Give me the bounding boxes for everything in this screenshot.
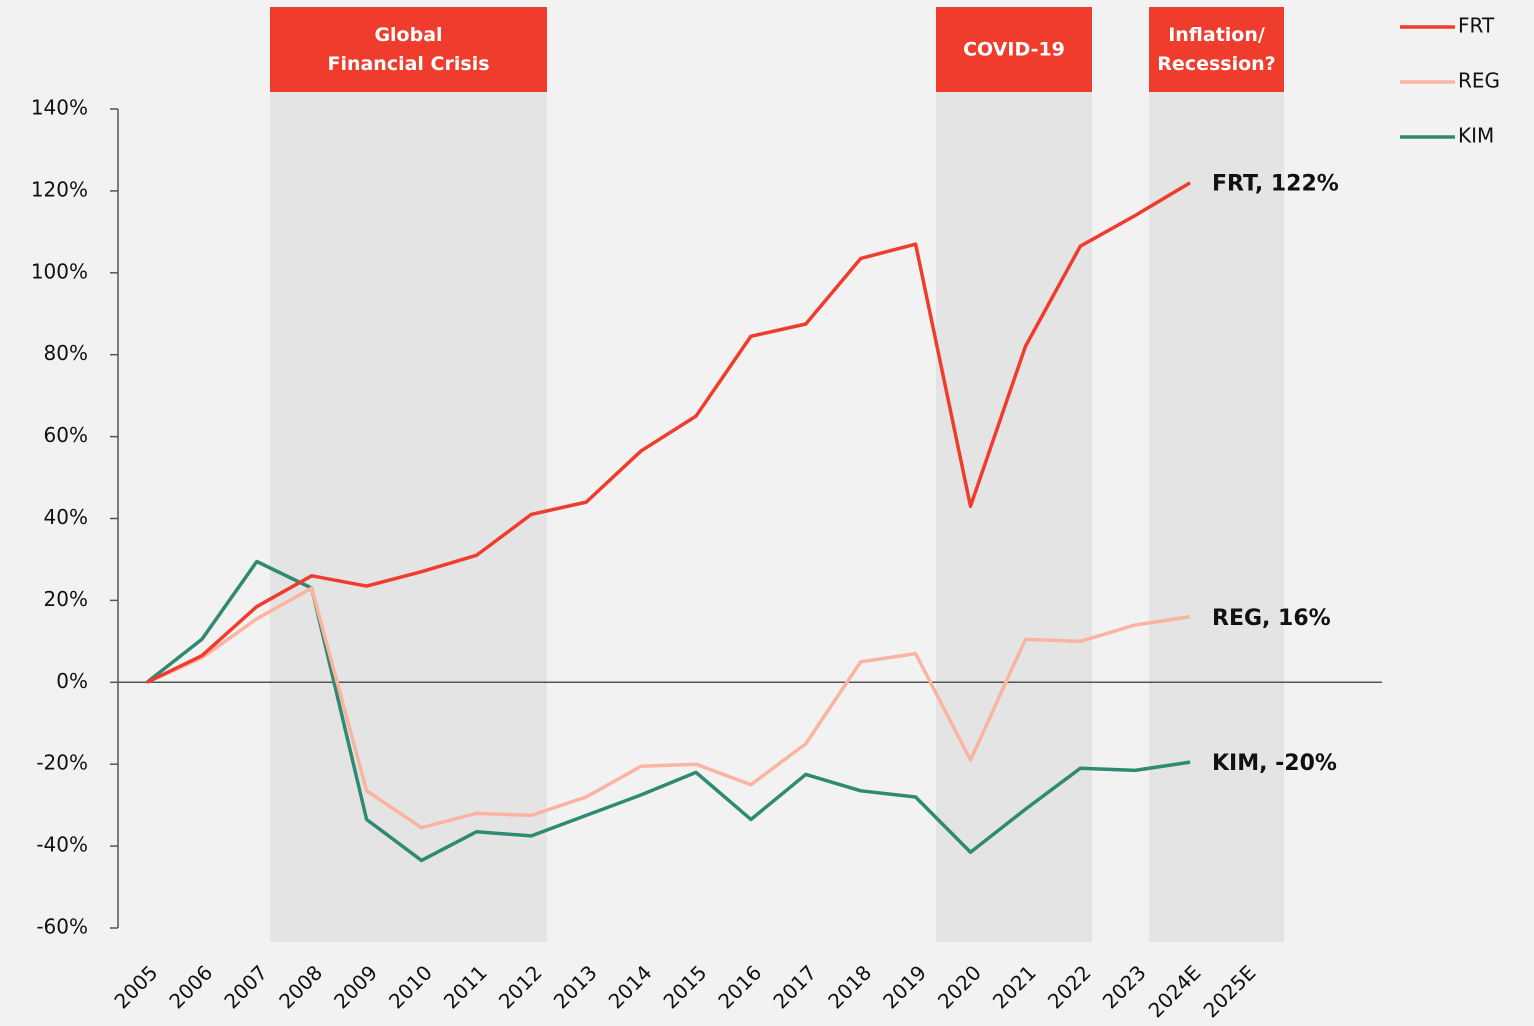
period-label: Recession? — [1157, 53, 1275, 75]
period-header — [936, 7, 1092, 92]
y-tick-label: 120% — [31, 177, 88, 201]
legend-label: KIM — [1458, 124, 1494, 148]
period-label: COVID-19 — [963, 39, 1065, 61]
period-band — [270, 92, 547, 942]
y-tick-label: 80% — [44, 341, 88, 365]
period-label: Inflation/ — [1168, 24, 1265, 46]
y-tick-label: 40% — [44, 505, 88, 529]
period-label: Global — [374, 24, 442, 46]
series-line — [146, 181, 1191, 684]
y-tick-label: 20% — [44, 587, 88, 611]
period-band — [1149, 92, 1284, 942]
series-line — [146, 586, 1191, 830]
y-tick-label: -20% — [36, 751, 88, 775]
y-tick-label: -60% — [36, 915, 88, 939]
y-tick-label: 140% — [31, 96, 88, 120]
y-tick-label: -40% — [36, 833, 88, 857]
end-label: REG, 16% — [1212, 606, 1331, 631]
period-band — [936, 92, 1092, 942]
period-label: Financial Crisis — [327, 53, 489, 75]
period-header — [1149, 7, 1284, 92]
end-label: KIM, -20% — [1212, 751, 1337, 776]
end-label: FRT, 122% — [1212, 172, 1339, 197]
legend-label: REG — [1458, 69, 1500, 93]
y-tick-label: 60% — [44, 423, 88, 447]
period-header — [270, 7, 547, 92]
y-tick-label: 0% — [56, 669, 88, 693]
y-tick-label: 100% — [31, 259, 88, 283]
legend-label: FRT — [1458, 14, 1495, 38]
